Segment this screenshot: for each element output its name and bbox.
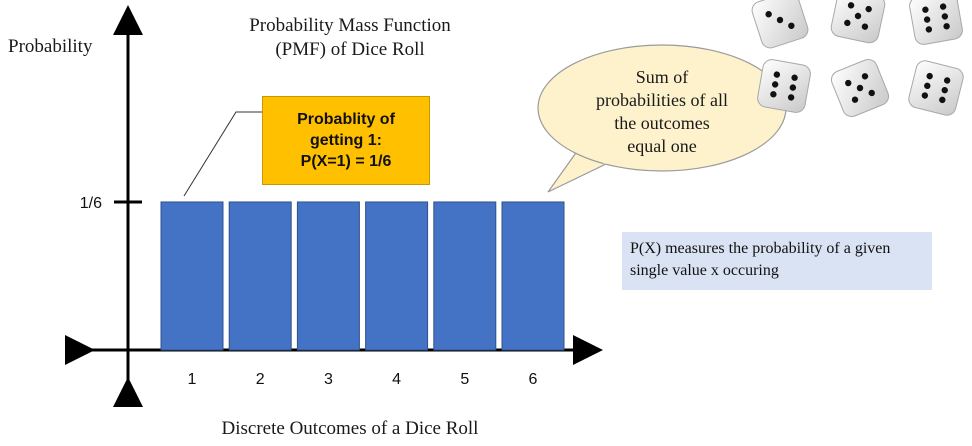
x-tick-label: 5: [460, 371, 469, 388]
die-pip: [924, 82, 931, 90]
bar: [501, 201, 565, 351]
die-pip: [922, 6, 929, 13]
die-pip: [939, 96, 946, 104]
bar: [296, 201, 360, 351]
chart-title: Probability Mass Function (PMF) of Dice …: [200, 14, 500, 62]
die-pip: [773, 71, 781, 78]
bubble-line-1: Sum of: [635, 67, 689, 87]
die-pip: [921, 92, 929, 99]
die-pip: [923, 16, 931, 23]
dice-icon: [830, 0, 886, 44]
dice-icon: [757, 59, 811, 113]
y-axis-label: Probability: [8, 36, 93, 57]
die-pip: [844, 19, 851, 27]
x-tick-label: 4: [392, 371, 401, 388]
x-axis-label: Discrete Outcomes of a Dice Roll: [221, 418, 479, 439]
die-pip: [854, 12, 862, 20]
x-tick-label: 3: [324, 371, 333, 388]
die-pip: [865, 5, 872, 13]
die-pip: [943, 77, 951, 84]
x-tick-label: 6: [529, 371, 538, 388]
die-pip: [925, 26, 933, 33]
die-pip: [861, 73, 869, 80]
y-tick-label: 1/6: [80, 195, 102, 212]
bar: [365, 201, 429, 351]
y-tick-labels: 1/6: [80, 195, 142, 212]
callout-box: Probablity of getting 1: P(X=1) = 1/6: [262, 96, 430, 185]
x-tick-labels: 1 2 3 4 5 6: [188, 371, 538, 388]
die-pip: [788, 22, 795, 29]
dice-illustration: [751, 0, 964, 118]
die-face: [757, 59, 811, 113]
die-pip: [789, 84, 797, 91]
die-pip: [868, 89, 875, 97]
die-face: [908, 60, 964, 116]
chart-title-line-2: (PMF) of Dice Roll: [275, 39, 425, 60]
chart-title-line-1: Probability Mass Function: [249, 15, 451, 36]
x-tick-label: 2: [256, 371, 265, 388]
callout-line-1: Probablity of: [297, 111, 395, 128]
bars-group: [160, 201, 565, 351]
callout-line-2: getting 1:: [310, 132, 382, 149]
die-pip: [861, 23, 869, 30]
die-face: [751, 0, 809, 49]
die-pip: [770, 91, 777, 98]
dice-icon: [908, 60, 964, 116]
die-pip: [776, 16, 784, 24]
dice-icon: [909, 0, 963, 45]
die-face: [830, 0, 886, 44]
x-tick-label: 1: [188, 371, 197, 388]
die-pip: [787, 94, 795, 101]
bubble-line-3: the outcomes: [614, 113, 710, 133]
die-pip: [941, 13, 949, 20]
die-pip: [771, 81, 779, 88]
die-pip: [847, 2, 855, 9]
die-pip: [791, 74, 798, 81]
die-pip: [856, 84, 864, 92]
die-pip: [845, 79, 852, 87]
die-face: [909, 0, 963, 45]
callout-leader-line: [183, 111, 262, 197]
bar: [433, 201, 497, 351]
die-pip: [851, 96, 859, 103]
speech-bubble-text: Sum of probabilities of all the outcomes…: [572, 66, 752, 158]
bubble-line-2: probabilities of all: [596, 90, 728, 110]
bubble-line-4: equal one: [627, 136, 697, 156]
dice-icon: [830, 58, 890, 118]
dice-icon: [751, 0, 809, 49]
bar: [160, 201, 224, 351]
bar: [228, 201, 292, 351]
speech-bubble: [537, 44, 787, 193]
die-pip: [941, 86, 948, 94]
die-pip: [943, 23, 950, 30]
info-box: P(X) measures the probability of a given…: [622, 232, 932, 290]
die-pip: [926, 72, 933, 80]
die-pip: [765, 11, 772, 18]
callout-line-3: P(X=1) = 1/6: [300, 153, 392, 170]
die-pip: [939, 3, 947, 10]
